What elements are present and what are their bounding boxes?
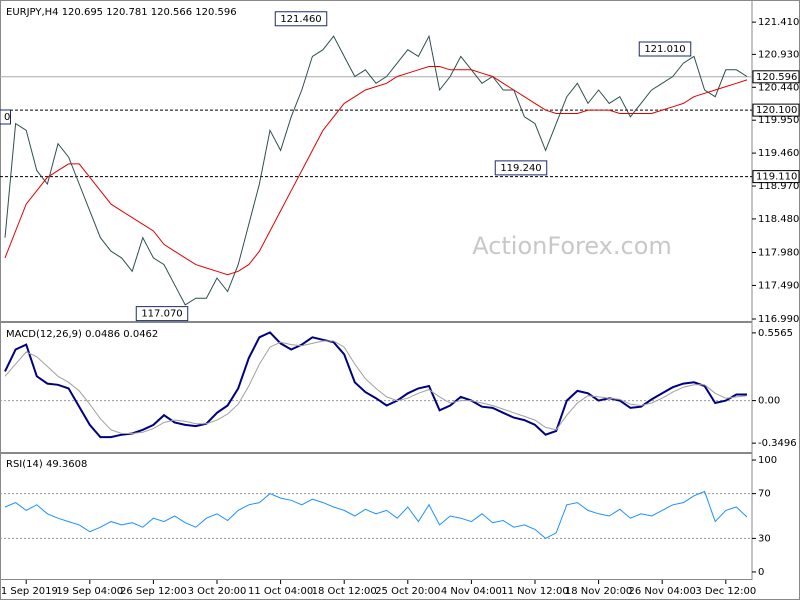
annotation: 117.070 bbox=[141, 309, 182, 320]
y-tick-label: 30 bbox=[758, 533, 771, 544]
annotation-box bbox=[494, 160, 548, 176]
y-tick-label: 100 bbox=[758, 455, 777, 466]
annotation: 121.010 bbox=[644, 44, 685, 55]
watermark: ActionForex.com bbox=[472, 232, 672, 260]
y-tick-label: 119.950 bbox=[758, 115, 799, 126]
x-tick-label: 11 Nov 12:00 bbox=[501, 586, 568, 597]
level-label: 119.110 bbox=[756, 172, 797, 183]
y-tick-label: 0.5565 bbox=[758, 328, 793, 339]
annotation-box bbox=[135, 306, 189, 322]
last-price-label: 120.596 bbox=[756, 72, 797, 83]
series-line bbox=[4, 490, 748, 540]
y-tick-label: 70 bbox=[758, 489, 771, 500]
x-tick-label: 11 Oct 04:00 bbox=[248, 586, 313, 597]
x-tick-label: 19 Sep 04:00 bbox=[56, 586, 123, 597]
x-tick-label: 26 Nov 04:00 bbox=[628, 586, 695, 597]
level-label: 120.100 bbox=[756, 105, 797, 116]
y-tick-label: 118.970 bbox=[758, 181, 799, 192]
x-tick-label: 3 Dec 12:00 bbox=[695, 586, 756, 597]
x-tick-label: 4 Nov 04:00 bbox=[441, 586, 502, 597]
series-line bbox=[4, 66, 748, 276]
y-tick-label: 120.440 bbox=[758, 82, 799, 93]
annotation: 0 bbox=[4, 112, 10, 123]
series-line bbox=[4, 340, 748, 434]
x-tick-label: 11 Sep 2019 bbox=[0, 586, 58, 597]
y-tick-label: 121.410 bbox=[758, 17, 799, 28]
price-panel bbox=[0, 0, 753, 322]
y-tick-label: 0.00 bbox=[758, 396, 780, 407]
y-tick-label: 116.990 bbox=[758, 314, 799, 325]
panel-title: RSI(14) 49.3608 bbox=[6, 459, 87, 470]
annotation-box bbox=[274, 11, 328, 27]
annotation: 119.240 bbox=[500, 163, 541, 174]
annotation: 121.460 bbox=[280, 14, 321, 25]
panel-title: MACD(12,26,9) 0.0486 0.0462 bbox=[6, 329, 158, 340]
y-tick-label: -0.3496 bbox=[758, 438, 797, 449]
level-box bbox=[752, 170, 800, 184]
level-box bbox=[752, 103, 800, 117]
panel-title: EURJPY,H4 120.695 120.781 120.566 120.59… bbox=[6, 7, 237, 18]
x-tick-label: 18 Oct 12:00 bbox=[312, 586, 377, 597]
y-tick-label: 120.930 bbox=[758, 49, 799, 60]
last-price-box bbox=[752, 70, 800, 84]
x-tick-label: 18 Nov 20:00 bbox=[565, 586, 632, 597]
x-tick-label: 3 Oct 20:00 bbox=[188, 586, 247, 597]
x-tick-label: 26 Sep 12:00 bbox=[120, 586, 187, 597]
y-tick-label: 118.480 bbox=[758, 214, 799, 225]
y-tick-label: 0 bbox=[758, 567, 764, 578]
annotation-box bbox=[0, 109, 11, 125]
y-tick-label: 117.490 bbox=[758, 280, 799, 291]
y-tick-label: 119.460 bbox=[758, 148, 799, 159]
x-tick-label: 25 Oct 20:00 bbox=[375, 586, 440, 597]
annotation-box bbox=[638, 41, 692, 57]
y-tick-label: 117.980 bbox=[758, 248, 799, 259]
rsi-panel bbox=[0, 453, 753, 580]
series-line bbox=[4, 34, 748, 306]
macd-panel bbox=[0, 322, 753, 453]
